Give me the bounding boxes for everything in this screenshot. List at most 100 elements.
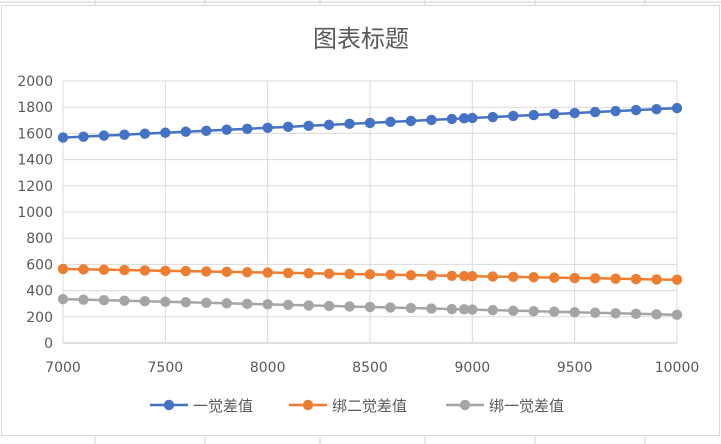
data-point[interactable] [119, 264, 130, 276]
data-point[interactable] [139, 296, 151, 307]
data-point[interactable] [467, 112, 478, 124]
data-point[interactable] [569, 272, 580, 284]
legend-item[interactable]: 一觉差值 [150, 397, 253, 415]
data-point[interactable] [508, 305, 519, 316]
data-point[interactable] [426, 270, 437, 281]
data-point[interactable] [323, 268, 335, 279]
data-point[interactable] [262, 299, 273, 310]
data-point[interactable] [426, 303, 437, 314]
data-point[interactable] [221, 266, 232, 278]
data-point[interactable] [651, 274, 662, 285]
data-point[interactable] [201, 266, 212, 277]
data-point[interactable] [508, 271, 519, 283]
data-point[interactable] [610, 273, 621, 284]
data-point[interactable] [458, 304, 470, 315]
data-point[interactable] [221, 298, 232, 309]
data-point[interactable] [589, 307, 601, 318]
data-point[interactable] [671, 274, 683, 285]
data-point[interactable] [344, 301, 355, 312]
data-point[interactable] [282, 299, 294, 311]
data-point[interactable] [160, 265, 171, 277]
data-point[interactable] [119, 129, 130, 140]
data-point[interactable] [160, 127, 171, 138]
data-point[interactable] [242, 298, 253, 310]
data-point[interactable] [405, 302, 417, 314]
data-point[interactable] [487, 304, 498, 316]
data-point[interactable] [180, 297, 191, 308]
data-point[interactable] [262, 267, 273, 278]
data-point[interactable] [180, 126, 191, 137]
data-point[interactable] [458, 270, 470, 282]
data-point[interactable] [569, 107, 580, 119]
data-point[interactable] [119, 295, 130, 306]
data-point[interactable] [78, 294, 89, 305]
data-point[interactable] [549, 108, 560, 120]
data-point[interactable] [528, 305, 539, 317]
data-point[interactable] [610, 105, 621, 117]
data-point[interactable] [364, 117, 376, 129]
data-point[interactable] [589, 273, 601, 284]
data-point[interactable] [78, 264, 89, 275]
data-point[interactable] [364, 301, 376, 313]
data-point[interactable] [651, 103, 662, 115]
data-point[interactable] [446, 113, 458, 125]
data-point[interactable] [139, 128, 151, 139]
data-point[interactable] [303, 120, 314, 132]
data-point[interactable] [630, 104, 642, 116]
data-point[interactable] [282, 121, 294, 133]
data-point[interactable] [569, 307, 580, 318]
data-point[interactable] [323, 119, 335, 131]
data-point[interactable] [426, 114, 437, 126]
data-point[interactable] [405, 115, 417, 127]
data-point[interactable] [98, 130, 110, 141]
data-point[interactable] [303, 268, 314, 279]
data-point[interactable] [610, 308, 621, 319]
data-point[interactable] [78, 131, 89, 142]
legend-item[interactable]: 绑二觉差值 [289, 397, 407, 415]
data-point[interactable] [385, 302, 396, 313]
data-point[interactable] [98, 264, 110, 275]
data-point[interactable] [446, 303, 458, 315]
data-point[interactable] [344, 118, 355, 130]
data-point[interactable] [467, 270, 478, 282]
data-point[interactable] [323, 300, 335, 312]
data-point[interactable] [242, 123, 253, 135]
data-point[interactable] [508, 110, 519, 122]
data-point[interactable] [98, 294, 110, 306]
data-point[interactable] [528, 272, 539, 283]
data-point[interactable] [57, 132, 69, 143]
data-point[interactable] [446, 270, 458, 281]
data-point[interactable] [303, 300, 314, 311]
data-point[interactable] [262, 122, 273, 133]
legend-item[interactable]: 绑一觉差值 [446, 397, 564, 415]
data-point[interactable] [242, 267, 253, 278]
data-point[interactable] [467, 304, 478, 315]
data-point[interactable] [57, 293, 69, 305]
data-point[interactable] [385, 116, 396, 128]
data-point[interactable] [344, 268, 355, 280]
chart-frame[interactable] [1, 5, 720, 436]
data-point[interactable] [671, 309, 683, 321]
data-point[interactable] [549, 306, 560, 317]
data-point[interactable] [201, 125, 212, 136]
data-point[interactable] [201, 297, 212, 308]
data-point[interactable] [630, 273, 642, 285]
data-point[interactable] [282, 267, 294, 279]
data-point[interactable] [487, 271, 498, 282]
data-point[interactable] [57, 263, 69, 275]
data-point[interactable] [549, 272, 560, 283]
data-point[interactable] [589, 106, 601, 118]
data-point[interactable] [139, 265, 151, 276]
data-point[interactable] [160, 296, 171, 307]
data-point[interactable] [671, 102, 683, 114]
data-point[interactable] [651, 309, 662, 320]
data-point[interactable] [487, 111, 498, 123]
data-point[interactable] [385, 269, 396, 280]
data-point[interactable] [405, 269, 417, 281]
data-point[interactable] [364, 269, 376, 280]
data-point[interactable] [528, 109, 539, 121]
data-point[interactable] [458, 113, 470, 124]
data-point[interactable] [180, 265, 191, 277]
data-point[interactable] [221, 124, 232, 135]
data-point[interactable] [630, 308, 642, 319]
